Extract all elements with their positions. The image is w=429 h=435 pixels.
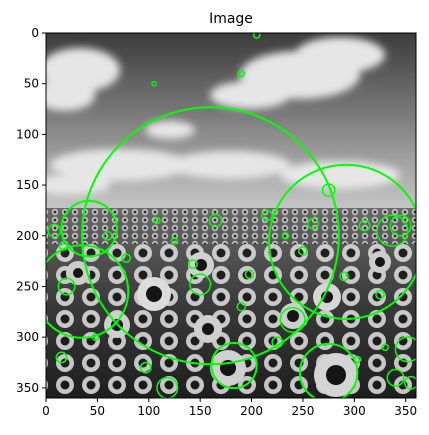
- y-tick-label: 50: [24, 77, 39, 91]
- detection-circle: [121, 253, 132, 263]
- y-tick-label: 200: [16, 229, 39, 243]
- detection-circle: [394, 336, 416, 363]
- detection-circle: [236, 301, 247, 312]
- detection-circle: [376, 214, 409, 247]
- detection-circle: [156, 376, 179, 398]
- detection-circle: [210, 341, 258, 390]
- detection-circle: [91, 333, 100, 341]
- detection-circle: [170, 237, 179, 245]
- x-tick-label: 150: [189, 404, 212, 418]
- field-far-flowers: [46, 208, 416, 244]
- detection-circle: [151, 80, 157, 87]
- detection-circle: [60, 199, 118, 258]
- axes-frame: [45, 32, 417, 399]
- y-tick-label: 100: [16, 127, 39, 141]
- x-tick-label: 100: [137, 404, 160, 418]
- detection-circle: [389, 214, 412, 237]
- y-tick-label: 300: [16, 330, 39, 344]
- detection-circle: [153, 216, 161, 225]
- detection-circle: [353, 355, 362, 364]
- x-tick-label: 0: [42, 404, 50, 418]
- detection-circle: [102, 230, 113, 241]
- x-axis: 0 50 100 150 200 250 300 350: [42, 398, 417, 418]
- detection-circle: [358, 219, 371, 232]
- detection-circle: [375, 289, 385, 300]
- y-tick-label: 250: [16, 279, 39, 293]
- detection-circle: [281, 231, 290, 240]
- detection-circles: [46, 33, 416, 398]
- detection-circle: [139, 361, 152, 374]
- detection-circle: [268, 163, 416, 320]
- clouds: [46, 37, 400, 195]
- x-tick-label: 200: [240, 404, 263, 418]
- x-tick-label: 50: [90, 404, 105, 418]
- detection-circle: [298, 342, 359, 398]
- detection-circle: [188, 259, 198, 270]
- y-tick-label: 150: [16, 178, 39, 192]
- y-axis: 0 50 100 150 200 250 300 350: [16, 26, 46, 395]
- detection-circle: [261, 209, 273, 222]
- detection-circle: [189, 273, 212, 296]
- detection-circle: [339, 271, 349, 282]
- detection-circle: [237, 69, 246, 78]
- detection-circle: [208, 213, 223, 228]
- y-tick-label: 0: [31, 26, 39, 40]
- detection-circle: [57, 277, 76, 296]
- detection-circle: [386, 368, 405, 387]
- detection-circle: [244, 269, 255, 280]
- detection-circle: [381, 343, 389, 352]
- image-area: [46, 33, 416, 398]
- detection-circle: [252, 33, 261, 39]
- detection-circle: [47, 223, 62, 238]
- x-tick-label: 350: [394, 404, 417, 418]
- detection-circle: [298, 246, 308, 256]
- detection-circle: [58, 241, 69, 251]
- x-tick-label: 250: [291, 404, 314, 418]
- detection-circle: [80, 106, 340, 366]
- detection-circle: [55, 351, 68, 364]
- chart-title: Image: [209, 11, 253, 27]
- detection-circle: [279, 306, 306, 334]
- detection-circle: [403, 375, 416, 390]
- x-tick-label: 300: [343, 404, 366, 418]
- detection-circle: [321, 183, 336, 198]
- detection-circle: [271, 336, 284, 349]
- y-tick-label: 350: [16, 381, 39, 395]
- detection-circle: [307, 217, 320, 230]
